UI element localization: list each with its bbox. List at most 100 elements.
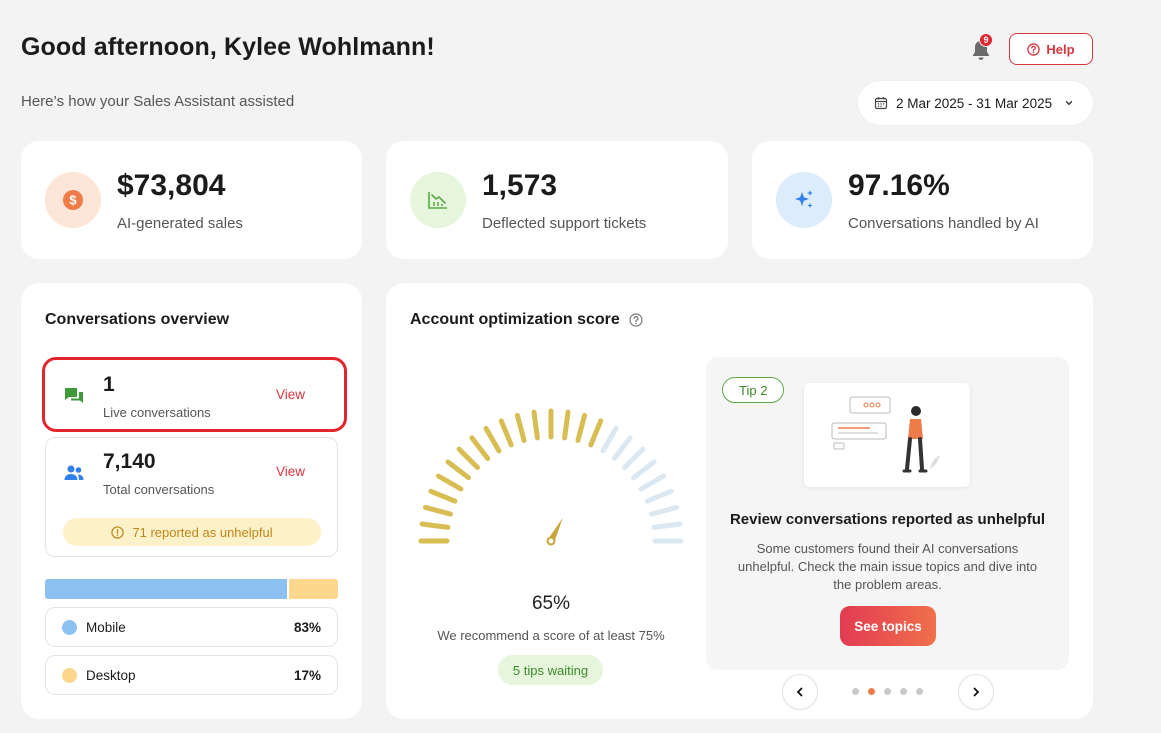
optimization-title-row: Account optimization score	[410, 311, 643, 329]
device-split-bar	[45, 579, 338, 599]
conversations-overview-card: Conversations overview 1 Live conversati…	[21, 283, 362, 719]
tip-heading: Review conversations reported as unhelpf…	[729, 511, 1046, 528]
gauge-tick	[600, 425, 619, 454]
stat-label: Deflected support tickets	[482, 215, 647, 232]
gauge-needle	[547, 517, 563, 543]
dollar-coin-icon: $	[63, 190, 83, 210]
view-live-conversations-link[interactable]: View	[275, 387, 305, 402]
gauge-tick	[419, 521, 451, 530]
desktop-legend-dot	[62, 667, 77, 683]
score-gauge	[418, 408, 684, 546]
tip-illustration	[804, 383, 970, 487]
gauge-tick	[445, 459, 471, 481]
calendar-icon	[874, 97, 888, 110]
tips-waiting-pill[interactable]: 5 tips waiting	[498, 655, 603, 685]
live-conversations-highlight	[42, 357, 347, 432]
stat-value: 1,573	[482, 169, 558, 202]
device-percent: 83%	[293, 619, 321, 635]
stat-label: AI-generated sales	[117, 215, 243, 232]
stat-value: $73,804	[117, 169, 226, 202]
view-total-conversations-link[interactable]: View	[275, 464, 305, 479]
gauge-tick	[631, 459, 657, 481]
help-button[interactable]: Help	[1009, 33, 1093, 65]
gauge-tick	[611, 435, 633, 461]
date-range-label: 2 Mar 2025 - 31 Mar 2025	[896, 95, 1053, 111]
users-icon	[64, 465, 84, 480]
device-row-mobile: Mobile 83%	[45, 607, 338, 647]
warning-circle-icon	[111, 525, 125, 539]
see-topics-button[interactable]: See topics	[840, 606, 936, 646]
stat-card-ai-handled: 97.16% Conversations handled by AI	[752, 141, 1093, 259]
stat-value: 97.16%	[848, 169, 950, 202]
stat-card-ai-sales: $ $73,804 AI-generated sales	[21, 141, 362, 259]
total-conversations-count: 7,140	[103, 450, 156, 473]
gauge-needle-hub	[546, 536, 556, 546]
help-circle-icon[interactable]	[629, 313, 643, 327]
tip-card: Tip 2 Review conversations reported as u…	[706, 357, 1069, 670]
gauge-tick	[562, 409, 571, 441]
device-name: Desktop	[86, 667, 136, 683]
gauge-tick	[651, 521, 683, 530]
svg-text:$: $	[69, 193, 77, 208]
gauge-tick	[435, 473, 464, 492]
score-recommendation: We recommend a score of at least 75%	[437, 628, 665, 643]
stat-icon-bg	[410, 172, 466, 228]
chat-bubbles-icon	[65, 388, 83, 403]
help-circle-icon	[1027, 42, 1041, 56]
desktop-share-segment	[289, 579, 338, 599]
unhelpful-reports-pill[interactable]: 71 reported as unhelpful	[63, 518, 321, 546]
chevron-down-icon	[1065, 101, 1073, 106]
device-row-desktop: Desktop 17%	[45, 655, 338, 695]
gauge-tick	[498, 418, 514, 448]
gauge-tick	[422, 504, 453, 517]
carousel-dot[interactable]	[852, 688, 859, 695]
carousel-dots	[852, 688, 923, 695]
optimization-score-card: Account optimization score 65% We recomm…	[386, 283, 1093, 719]
live-conversations-label: Live conversations	[103, 405, 211, 420]
gauge-tick	[649, 504, 680, 517]
gauge-tick	[456, 446, 480, 470]
carousel-dot[interactable]	[916, 688, 923, 695]
live-conversations-row: 1 Live conversations View	[45, 360, 338, 430]
carousel-dot[interactable]	[868, 688, 875, 695]
tip-description: Some customers found their AI conversati…	[737, 541, 1038, 592]
device-percent: 17%	[293, 667, 321, 683]
gauge-tick	[644, 488, 674, 504]
total-conversations-row: 7,140 Total conversations View 71 report…	[45, 437, 338, 557]
unhelpful-reports-label: 71 reported as unhelpful	[132, 524, 273, 540]
stat-label: Conversations handled by AI	[848, 215, 1039, 232]
help-label: Help	[1046, 41, 1075, 57]
gauge-tick	[514, 412, 527, 443]
carousel-next-button[interactable]	[958, 674, 994, 710]
carousel-prev-button[interactable]	[782, 674, 818, 710]
page-subtitle: Here’s how your Sales Assistant assisted	[21, 93, 295, 110]
score-value: 65%	[531, 593, 571, 614]
stat-icon-bg	[776, 172, 832, 228]
gauge-tick	[638, 473, 667, 492]
gauge-tick	[622, 446, 646, 470]
notification-count-badge: 9	[979, 33, 993, 47]
carousel-dot[interactable]	[884, 688, 891, 695]
gauge-tick	[575, 412, 588, 443]
card-title: Account optimization score	[410, 311, 620, 328]
person-chat-illustration	[831, 396, 940, 473]
chevron-right-icon	[973, 687, 980, 697]
gauge-tick	[531, 409, 540, 441]
card-title: Conversations overview	[45, 311, 230, 328]
chevron-left-icon	[796, 687, 803, 697]
chart-down-icon	[428, 192, 447, 209]
gauge-tick	[483, 425, 502, 454]
device-name: Mobile	[86, 619, 126, 635]
mobile-legend-dot	[62, 619, 77, 635]
carousel-dot[interactable]	[900, 688, 907, 695]
gauge-tick	[469, 435, 491, 461]
sparkle-icon	[795, 190, 813, 208]
gauge-tick	[428, 488, 458, 504]
tip-badge: Tip 2	[722, 377, 785, 403]
date-range-picker[interactable]: 2 Mar 2025 - 31 Mar 2025	[858, 81, 1093, 125]
gauge-tick	[588, 418, 604, 448]
live-conversations-count: 1	[103, 373, 115, 396]
page-title: Good afternoon, Kylee Wohlmann!	[21, 33, 435, 61]
total-conversations-label: Total conversations	[103, 482, 215, 497]
stat-icon-bg: $	[45, 172, 101, 228]
